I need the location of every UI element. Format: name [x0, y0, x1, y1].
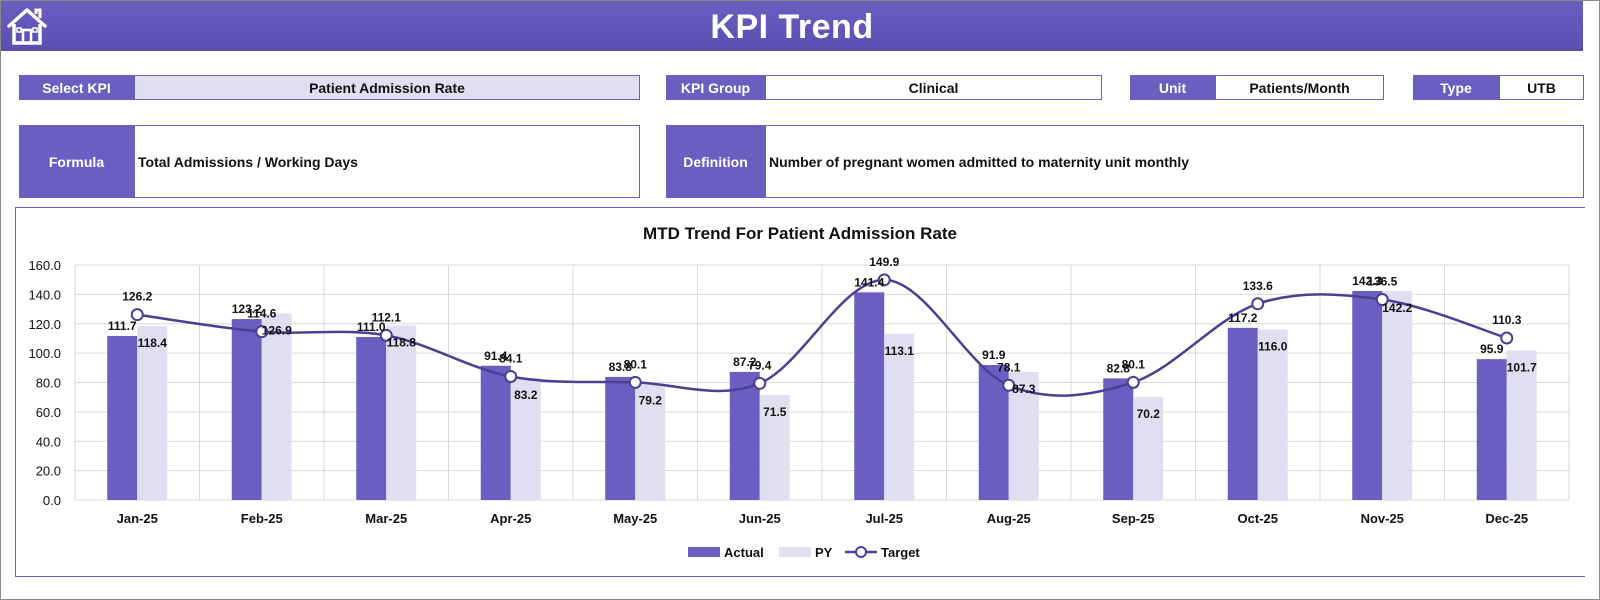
header-banner: KPI Trend — [1, 1, 1583, 51]
unit-label: Unit — [1130, 75, 1215, 100]
formula-value: Total Admissions / Working Days — [134, 125, 640, 198]
type-value: UTB — [1499, 75, 1584, 100]
select-kpi-dropdown[interactable]: Patient Admission Rate — [134, 75, 640, 100]
definition-label: Definition — [666, 125, 765, 198]
select-kpi-label: Select KPI — [19, 75, 134, 100]
definition-value: Number of pregnant women admitted to mat… — [765, 125, 1584, 198]
chart-panel — [15, 207, 1585, 577]
page-title: KPI Trend — [710, 8, 874, 46]
kpi-group-label: KPI Group — [666, 75, 765, 100]
kpi-group-value: Clinical — [765, 75, 1102, 100]
unit-value: Patients/Month — [1215, 75, 1384, 100]
home-icon[interactable] — [5, 6, 49, 46]
formula-label: Formula — [19, 125, 134, 198]
type-label: Type — [1413, 75, 1499, 100]
